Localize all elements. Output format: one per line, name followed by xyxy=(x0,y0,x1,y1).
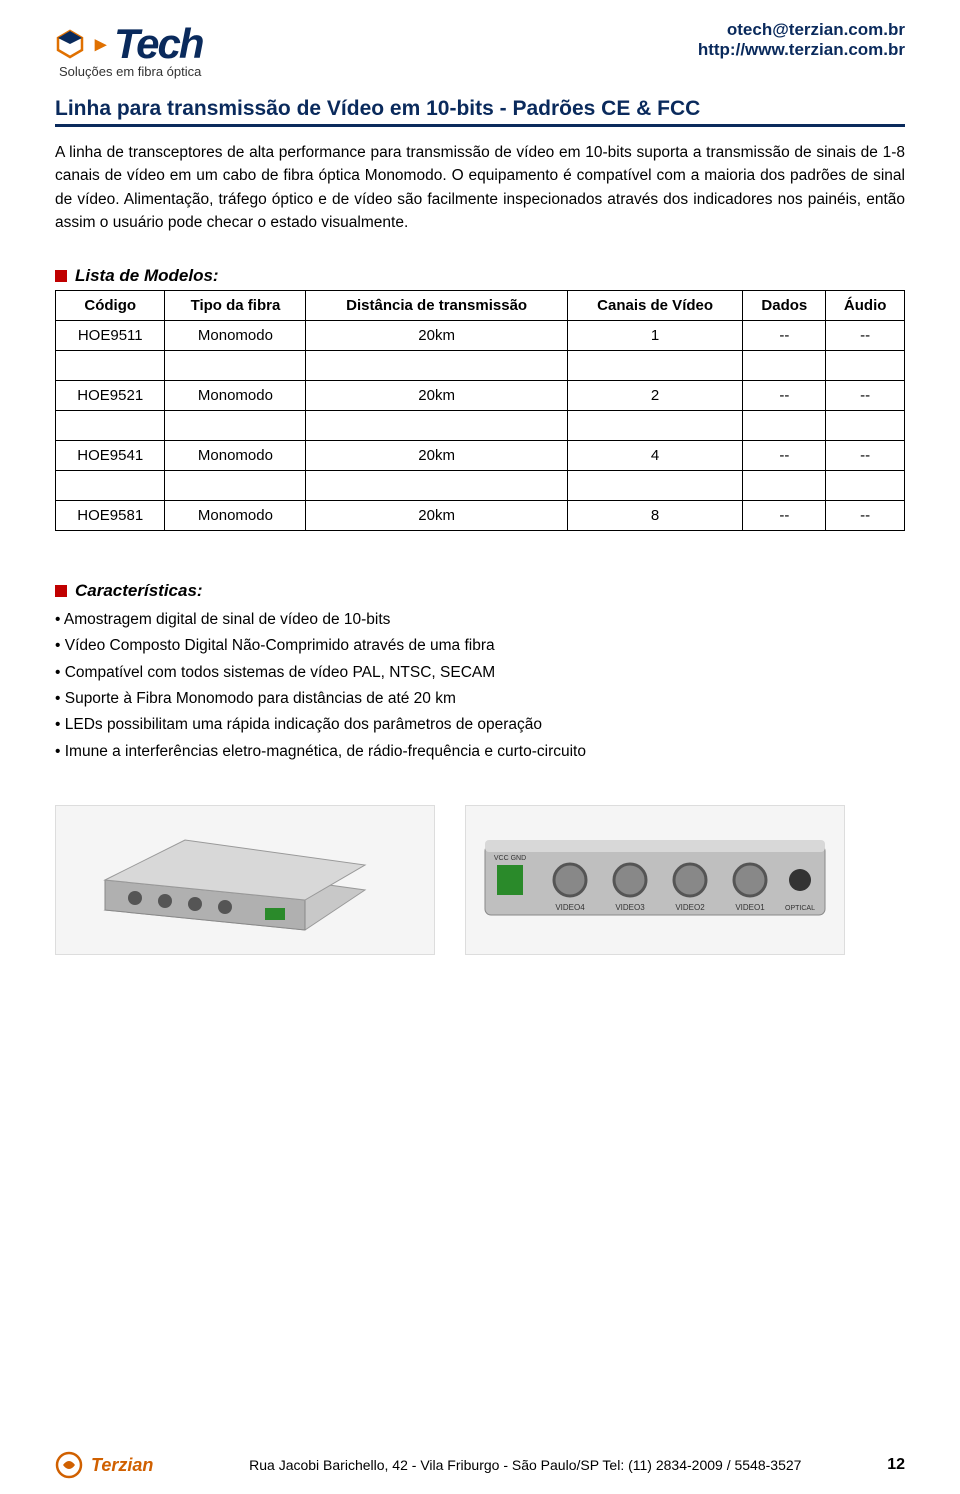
table-row: HOE9511Monomodo20km1---- xyxy=(56,321,905,351)
table-header-row: Código Tipo da fibra Distância de transm… xyxy=(56,291,905,321)
models-heading: Lista de Modelos: xyxy=(55,266,905,286)
table-row: HOE9541Monomodo20km4---- xyxy=(56,441,905,471)
footer-brand: Terzian xyxy=(91,1455,153,1476)
table-row: HOE9521Monomodo20km2---- xyxy=(56,381,905,411)
table-cell: -- xyxy=(826,501,905,531)
logo-arrow-icon: ▸ xyxy=(95,31,106,57)
features-title: Características: xyxy=(75,581,203,601)
feature-item: • Imune a interferências eletro-magnétic… xyxy=(55,739,905,765)
table-cell: 20km xyxy=(306,381,567,411)
page-title: Linha para transmissão de Vídeo em 10-bi… xyxy=(55,97,905,127)
table-cell: -- xyxy=(743,321,826,351)
table-cell: HOE9581 xyxy=(56,501,165,531)
bullet-icon xyxy=(55,270,67,282)
feature-item: • LEDs possibilitam uma rápida indicação… xyxy=(55,712,905,738)
table-spacer-row xyxy=(56,411,905,441)
table-cell: 20km xyxy=(306,441,567,471)
col-tipo: Tipo da fibra xyxy=(165,291,306,321)
footer-page-number: 12 xyxy=(887,1456,905,1474)
tagline: Soluções em fibra óptica xyxy=(59,64,203,79)
col-distancia: Distância de transmissão xyxy=(306,291,567,321)
features-heading: Características: xyxy=(55,581,905,601)
logo-block: ▸ Tech Soluções em fibra óptica xyxy=(55,20,203,79)
models-title: Lista de Modelos: xyxy=(75,266,219,286)
table-cell: HOE9521 xyxy=(56,381,165,411)
table-cell: HOE9541 xyxy=(56,441,165,471)
table-cell: -- xyxy=(826,381,905,411)
table-cell: -- xyxy=(743,441,826,471)
footer-logo-icon xyxy=(55,1451,83,1479)
table-cell: 20km xyxy=(306,501,567,531)
features-list: • Amostragem digital de sinal de vídeo d… xyxy=(55,607,905,765)
feature-item: • Vídeo Composto Digital Não-Comprimido … xyxy=(55,633,905,659)
contact-url: http://www.terzian.com.br xyxy=(698,40,905,60)
table-cell: HOE9511 xyxy=(56,321,165,351)
table-cell: 8 xyxy=(567,501,743,531)
col-audio: Áudio xyxy=(826,291,905,321)
svg-text:VIDEO2: VIDEO2 xyxy=(675,903,705,912)
contact-block: otech@terzian.com.br http://www.terzian.… xyxy=(698,20,905,60)
svg-text:OPTICAL: OPTICAL xyxy=(785,905,815,912)
logo-hex-icon xyxy=(55,29,85,59)
footer-address: Rua Jacobi Barichello, 42 - Vila Friburg… xyxy=(163,1457,887,1473)
table-cell: 20km xyxy=(306,321,567,351)
col-canais: Canais de Vídeo xyxy=(567,291,743,321)
table-cell: Monomodo xyxy=(165,321,306,351)
svg-text:VIDEO4: VIDEO4 xyxy=(555,903,585,912)
table-cell: Monomodo xyxy=(165,381,306,411)
feature-item: • Suporte à Fibra Monomodo para distânci… xyxy=(55,686,905,712)
svg-text:VIDEO1: VIDEO1 xyxy=(735,903,765,912)
models-table: Código Tipo da fibra Distância de transm… xyxy=(55,290,905,531)
table-row: HOE9581Monomodo20km8---- xyxy=(56,501,905,531)
feature-item: • Amostragem digital de sinal de vídeo d… xyxy=(55,607,905,633)
product-image-front: VIDEO4 VIDEO3 VIDEO2 VIDEO1 OPTICAL VCC … xyxy=(465,805,845,955)
table-cell: -- xyxy=(826,321,905,351)
product-images-row: VIDEO4 VIDEO3 VIDEO2 VIDEO1 OPTICAL VCC … xyxy=(55,805,905,955)
col-dados: Dados xyxy=(743,291,826,321)
table-cell: -- xyxy=(743,381,826,411)
table-cell: Monomodo xyxy=(165,501,306,531)
table-cell: 4 xyxy=(567,441,743,471)
bullet-icon xyxy=(55,585,67,597)
svg-text:VCC GND: VCC GND xyxy=(494,855,526,862)
table-cell: 2 xyxy=(567,381,743,411)
svg-text:VIDEO3: VIDEO3 xyxy=(615,903,645,912)
table-spacer-row xyxy=(56,351,905,381)
logo-text: Tech xyxy=(114,20,202,68)
intro-paragraph: A linha de transceptores de alta perform… xyxy=(55,141,905,234)
product-image-perspective xyxy=(55,805,435,955)
col-codigo: Código xyxy=(56,291,165,321)
table-cell: -- xyxy=(743,501,826,531)
feature-item: • Compatível com todos sistemas de vídeo… xyxy=(55,660,905,686)
page-header: ▸ Tech Soluções em fibra óptica otech@te… xyxy=(55,20,905,79)
table-spacer-row xyxy=(56,471,905,501)
table-cell: 1 xyxy=(567,321,743,351)
contact-email: otech@terzian.com.br xyxy=(698,20,905,40)
table-cell: Monomodo xyxy=(165,441,306,471)
table-cell: -- xyxy=(826,441,905,471)
page-footer: Terzian Rua Jacobi Barichello, 42 - Vila… xyxy=(55,1451,905,1479)
